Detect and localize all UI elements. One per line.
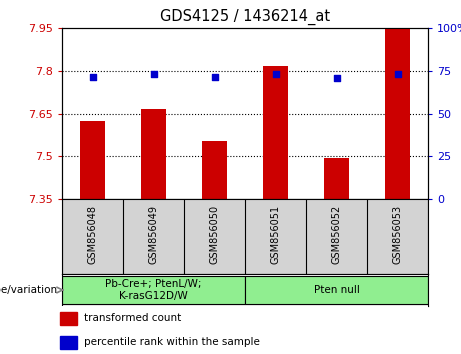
- Bar: [60, 312, 77, 325]
- Text: percentile rank within the sample: percentile rank within the sample: [84, 337, 260, 348]
- Point: [272, 72, 279, 77]
- Title: GDS4125 / 1436214_at: GDS4125 / 1436214_at: [160, 9, 330, 25]
- Text: GSM856050: GSM856050: [209, 205, 219, 264]
- Bar: [202, 141, 227, 199]
- Text: GSM856052: GSM856052: [331, 205, 342, 264]
- Text: GSM856049: GSM856049: [148, 205, 159, 264]
- Point: [333, 76, 340, 81]
- Point: [150, 72, 157, 77]
- Text: Pten null: Pten null: [313, 285, 360, 295]
- Bar: [80, 121, 105, 199]
- FancyBboxPatch shape: [245, 276, 428, 304]
- Bar: [60, 336, 77, 349]
- Text: transformed count: transformed count: [84, 314, 182, 324]
- Point: [394, 72, 401, 77]
- Text: Pb-Cre+; PtenL/W;
K-rasG12D/W: Pb-Cre+; PtenL/W; K-rasG12D/W: [105, 279, 202, 301]
- Point: [211, 74, 218, 80]
- Bar: [142, 109, 165, 199]
- Text: genotype/variation: genotype/variation: [0, 285, 57, 295]
- FancyBboxPatch shape: [62, 276, 245, 304]
- Bar: [385, 29, 410, 199]
- Bar: [263, 67, 288, 199]
- Text: GSM856053: GSM856053: [392, 205, 402, 264]
- Text: GSM856051: GSM856051: [271, 205, 280, 264]
- Text: GSM856048: GSM856048: [88, 205, 97, 264]
- Bar: [324, 158, 349, 199]
- Point: [89, 74, 96, 80]
